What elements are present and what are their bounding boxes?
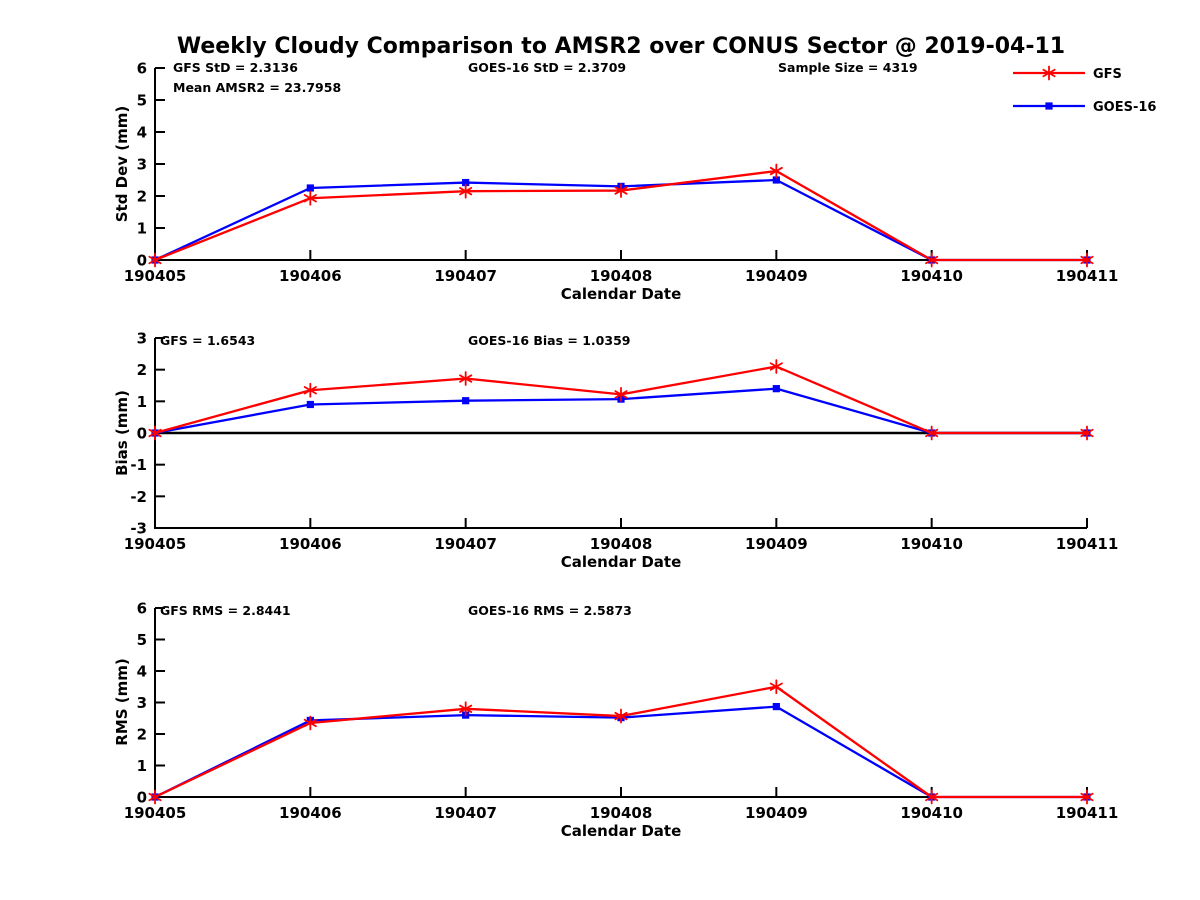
y-tick-label: 1	[137, 393, 147, 411]
asterisk-marker	[1080, 792, 1094, 802]
asterisk-marker	[303, 386, 317, 395]
y-tick-label: 1	[137, 757, 147, 775]
rms-y-axis-title: RMS (mm)	[113, 658, 131, 745]
square-marker	[306, 184, 314, 192]
series-line-gfs	[154, 685, 1087, 799]
bias-x-axis-title: Calendar Date	[561, 553, 682, 571]
y-tick-label: 2	[137, 361, 147, 379]
y-tick-label: 6	[137, 60, 147, 78]
asterisk-marker	[303, 718, 317, 728]
square-marker	[772, 702, 780, 711]
subplot-bias: -3 -2 -1 0 1 2 3 190405 190406 190407 190408 190409…	[113, 330, 1118, 572]
asterisk-marker	[925, 792, 939, 802]
asterisk-marker	[459, 374, 473, 383]
legend: GFS GOES-16	[1013, 65, 1156, 115]
annotation-sample-size: Sample Size = 4319	[778, 60, 918, 75]
asterisk-marker	[148, 792, 162, 802]
legend-label-gfs: GFS	[1093, 67, 1122, 82]
asterisk-marker	[303, 194, 317, 203]
gfs-asterisk-marker	[1013, 65, 1085, 81]
x-tick-label: 190406	[279, 267, 342, 285]
annotation-gfs-rms: GFS RMS = 2.8441	[160, 603, 291, 618]
x-tick-label: 190405	[124, 804, 187, 822]
asterisk-marker	[1042, 68, 1056, 78]
y-tick-label: 1	[137, 220, 147, 238]
x-tick-label: 190405	[124, 535, 187, 553]
asterisk-marker	[614, 390, 628, 399]
annotation-mean-amsr2: Mean AMSR2 = 23.7958	[173, 80, 341, 95]
asterisk-marker	[1080, 255, 1094, 265]
y-tick-label: -2	[130, 488, 147, 506]
asterisk-marker	[148, 255, 162, 265]
y-tick-label: 5	[137, 92, 147, 110]
square-marker	[462, 178, 470, 187]
square-marker	[772, 176, 780, 184]
x-tick-label: 190407	[434, 535, 497, 553]
asterisk-marker	[614, 711, 628, 721]
y-tick-label: 0	[137, 789, 147, 807]
x-tick-label: 190406	[279, 535, 342, 553]
y-tick-label: 0	[137, 425, 147, 443]
x-tick-label: 190407	[434, 804, 497, 822]
x-tick-label: 190411	[1056, 804, 1119, 822]
y-tick-label: 2	[137, 726, 147, 744]
x-tick-label: 190410	[900, 804, 963, 822]
asterisk-marker	[925, 255, 939, 265]
x-tick-label: 190411	[1056, 267, 1119, 285]
y-tick-label: 2	[137, 188, 147, 206]
legend-label-goes16: GOES-16	[1093, 100, 1156, 115]
x-tick-label: 190406	[279, 804, 342, 822]
chart-title: Weekly Cloudy Comparison to AMSR2 over C…	[177, 34, 1065, 59]
x-tick-label: 190408	[590, 804, 653, 822]
x-tick-label: 190408	[590, 267, 653, 285]
asterisk-marker	[769, 166, 783, 176]
subplot-stddev: 0 1 2 3 4 5 6 190405 190406 190407 190408 190409 190…	[113, 60, 1118, 304]
y-tick-label: 5	[137, 631, 147, 649]
square-marker	[306, 400, 314, 409]
asterisk-marker	[459, 704, 473, 713]
y-tick-label: -1	[130, 456, 147, 474]
annotation-gfs-std: GFS StD = 2.3136	[173, 60, 298, 75]
square-marker	[462, 397, 470, 405]
x-tick-label: 190408	[590, 535, 653, 553]
asterisk-marker	[769, 682, 783, 691]
y-tick-label: 4	[137, 663, 147, 681]
x-tick-label: 190409	[745, 267, 808, 285]
x-tick-label: 190411	[1056, 535, 1119, 553]
annotation-goes16-bias: GOES-16 Bias = 1.0359	[468, 333, 630, 348]
asterisk-marker	[148, 428, 162, 438]
asterisk-marker	[769, 362, 783, 371]
subplot-rms: 0 1 2 3 4 5 6 190405 190406 190407 190408 190409 190…	[113, 600, 1118, 841]
rms-x-axis-title: Calendar Date	[561, 822, 682, 840]
x-tick-label: 190409	[745, 804, 808, 822]
asterisk-marker	[925, 428, 939, 438]
y-tick-label: 6	[137, 600, 147, 618]
y-tick-label: -3	[130, 520, 147, 538]
square-marker	[772, 385, 780, 393]
x-tick-label: 190407	[434, 267, 497, 285]
x-tick-label: 190410	[900, 535, 963, 553]
annotation-goes16-std: GOES-16 StD = 2.3709	[468, 60, 626, 75]
y-tick-label: 3	[137, 330, 147, 348]
y-tick-label: 0	[137, 252, 147, 270]
x-tick-label: 190409	[745, 535, 808, 553]
stddev-y-axis-title: Std Dev (mm)	[113, 106, 131, 223]
annotation-goes16-rms: GOES-16 RMS = 2.5873	[468, 603, 632, 618]
y-tick-label: 3	[137, 156, 147, 174]
annotation-gfs-bias: GFS = 1.6543	[160, 333, 255, 348]
asterisk-marker	[459, 187, 473, 196]
bias-y-axis-title: Bias (mm)	[113, 390, 131, 476]
y-tick-label: 4	[137, 124, 147, 142]
asterisk-marker	[1080, 428, 1094, 438]
x-tick-label: 190410	[900, 267, 963, 285]
goes16-square-marker	[1013, 102, 1085, 110]
y-tick-label: 3	[137, 694, 147, 712]
asterisk-marker	[614, 186, 628, 195]
x-tick-label: 190405	[124, 267, 187, 285]
stddev-x-axis-title: Calendar Date	[561, 285, 682, 303]
square-marker	[1045, 102, 1053, 110]
